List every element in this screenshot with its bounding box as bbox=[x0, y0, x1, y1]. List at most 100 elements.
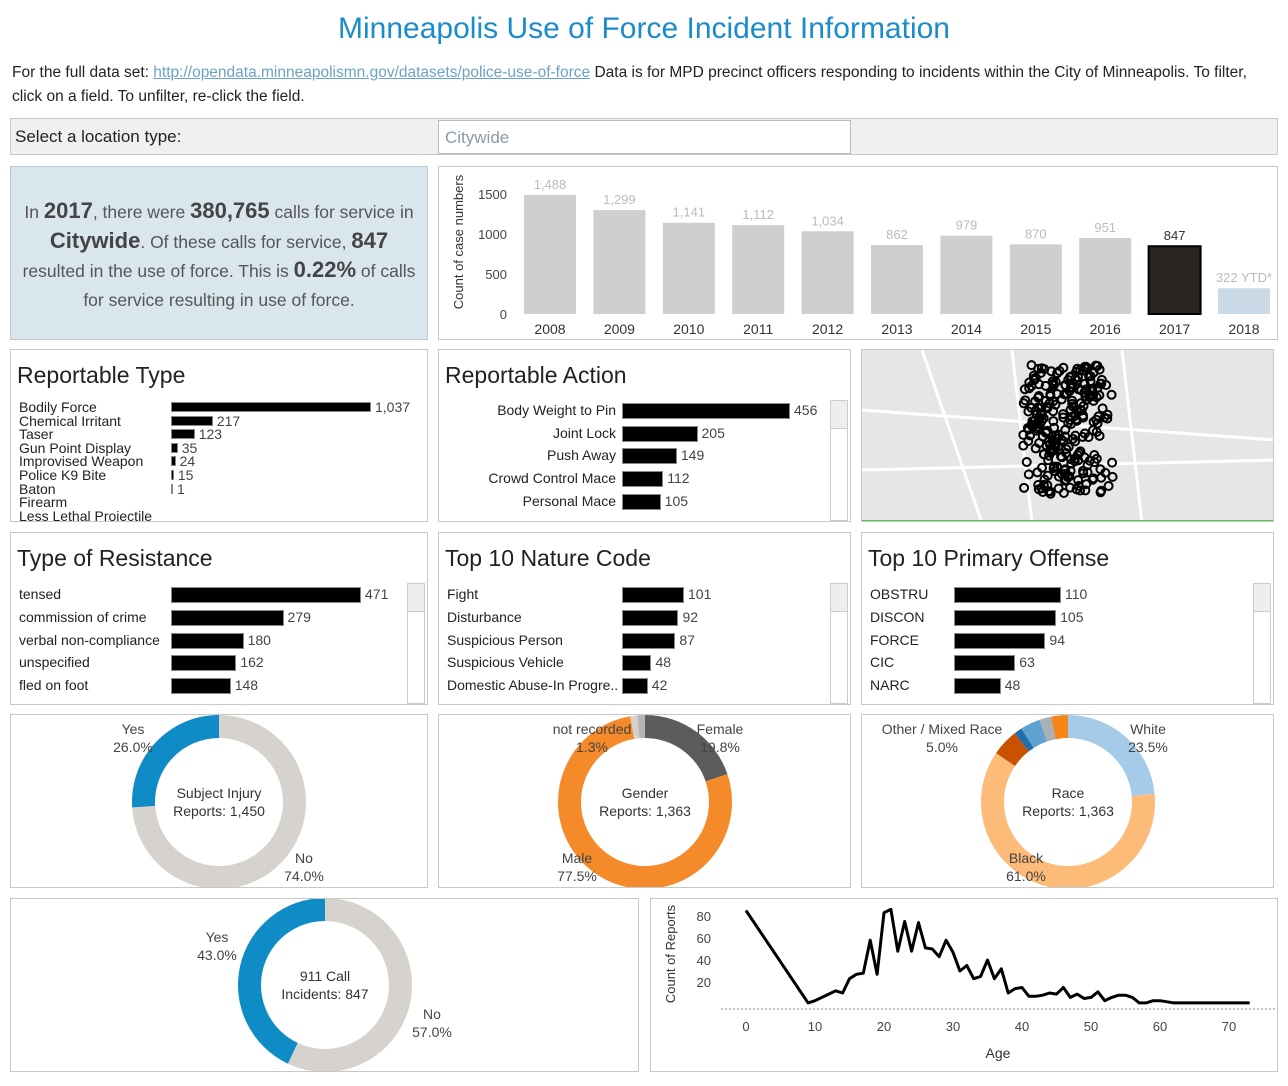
gender-donut[interactable]: Gender Reports: 1,363 not recorded 1.3% Fema… bbox=[439, 715, 851, 888]
bar-2018[interactable] bbox=[1218, 288, 1270, 314]
bar[interactable] bbox=[622, 609, 679, 626]
bar[interactable] bbox=[171, 429, 195, 440]
bar[interactable] bbox=[954, 632, 1046, 649]
incident-marker[interactable] bbox=[1075, 398, 1086, 409]
incident-marker[interactable] bbox=[1088, 367, 1099, 378]
bar-2010[interactable] bbox=[662, 222, 715, 314]
bar[interactable] bbox=[954, 609, 1057, 626]
bar-2014[interactable] bbox=[940, 235, 993, 314]
incident-marker[interactable] bbox=[1021, 457, 1032, 468]
incident-marker[interactable] bbox=[1073, 384, 1084, 395]
incident-marker[interactable] bbox=[1052, 368, 1063, 379]
slice-white[interactable] bbox=[1068, 715, 1155, 796]
scrollbar[interactable] bbox=[830, 583, 848, 704]
slice-not-recorded[interactable] bbox=[630, 715, 640, 739]
incident-marker[interactable] bbox=[1024, 383, 1035, 394]
scrollbar[interactable] bbox=[830, 400, 848, 521]
incident-marker[interactable] bbox=[1077, 365, 1088, 376]
bar[interactable] bbox=[171, 402, 371, 412]
category-label[interactable]: fled on foot bbox=[19, 677, 89, 694]
dataset-link[interactable]: http://opendata.minneapolismn.gov/datase… bbox=[153, 64, 591, 81]
incident-marker[interactable] bbox=[1070, 436, 1081, 447]
slice-black[interactable] bbox=[981, 753, 1155, 888]
bar-2011[interactable] bbox=[732, 225, 785, 314]
slice-yes[interactable] bbox=[237, 899, 325, 1064]
location-type-select[interactable]: Citywide bbox=[438, 120, 851, 154]
incident-marker[interactable] bbox=[1079, 428, 1090, 439]
incident-marker[interactable] bbox=[1067, 395, 1078, 406]
incident-marker[interactable] bbox=[1071, 414, 1082, 425]
incident-marker[interactable] bbox=[1107, 471, 1118, 482]
category-label[interactable]: DISCON bbox=[870, 608, 925, 625]
incident-marker[interactable] bbox=[1037, 487, 1048, 498]
scrollbar[interactable] bbox=[1253, 583, 1271, 704]
incident-marker[interactable] bbox=[1052, 389, 1063, 400]
incident-marker[interactable] bbox=[1081, 479, 1092, 490]
scrollbar-thumb[interactable] bbox=[831, 584, 847, 612]
slice-other[interactable] bbox=[1014, 728, 1034, 752]
bar[interactable] bbox=[622, 425, 698, 442]
slice-other[interactable] bbox=[1051, 715, 1068, 740]
incident-marker[interactable] bbox=[1060, 380, 1071, 391]
incident-marker[interactable] bbox=[1099, 412, 1110, 423]
incident-marker[interactable] bbox=[1061, 447, 1072, 458]
category-label[interactable]: Suspicious Vehicle bbox=[447, 654, 564, 671]
category-label[interactable]: CIC bbox=[870, 654, 895, 671]
category-label[interactable]: Chemical Irritant bbox=[19, 412, 121, 429]
incident-marker[interactable] bbox=[1075, 485, 1086, 496]
bar[interactable] bbox=[622, 678, 648, 695]
race-donut[interactable]: Race Reports: 1,363 Other / Mixed Race 5.0%… bbox=[862, 715, 1274, 888]
bar[interactable] bbox=[622, 655, 652, 672]
incident-marker[interactable] bbox=[1032, 467, 1043, 478]
incident-marker[interactable] bbox=[1080, 391, 1091, 402]
map-panel[interactable] bbox=[861, 349, 1274, 522]
bar-2012[interactable] bbox=[801, 231, 854, 314]
incident-marker[interactable] bbox=[1040, 427, 1051, 438]
incident-marker[interactable] bbox=[1050, 430, 1061, 441]
incident-marker[interactable] bbox=[1053, 483, 1064, 494]
bar[interactable] bbox=[171, 470, 174, 480]
bar[interactable] bbox=[171, 678, 231, 695]
incident-marker[interactable] bbox=[1049, 445, 1060, 456]
incident-marker[interactable] bbox=[1050, 399, 1061, 410]
incident-marker[interactable] bbox=[1095, 464, 1106, 475]
incident-marker[interactable] bbox=[1063, 417, 1074, 428]
slice-other[interactable] bbox=[1021, 719, 1048, 748]
category-label[interactable]: unspecified bbox=[19, 654, 90, 671]
category-label[interactable]: tensed bbox=[19, 586, 62, 602]
category-label[interactable]: Bodily Force bbox=[19, 399, 97, 415]
scrollbar[interactable] bbox=[407, 583, 425, 704]
subject-injury-donut[interactable]: Subject Injury Reports: 1,450 Yes 26.0% No 74… bbox=[11, 715, 428, 888]
incident-marker[interactable] bbox=[1023, 469, 1034, 480]
incident-marker[interactable] bbox=[1091, 392, 1102, 403]
incident-marker[interactable] bbox=[1060, 474, 1071, 485]
category-label[interactable]: Baton bbox=[19, 480, 56, 497]
bar[interactable] bbox=[171, 609, 284, 626]
bar[interactable] bbox=[171, 587, 361, 603]
incident-marker[interactable] bbox=[1070, 430, 1081, 441]
incident-marker[interactable] bbox=[1082, 467, 1093, 478]
category-label[interactable]: Police K9 Bite bbox=[19, 467, 107, 483]
bar[interactable] bbox=[171, 655, 237, 672]
incident-marker[interactable] bbox=[1092, 382, 1103, 393]
scrollbar-thumb[interactable] bbox=[1254, 584, 1270, 612]
bar[interactable] bbox=[171, 632, 244, 649]
category-label[interactable]: OBSTRU bbox=[870, 586, 929, 602]
bar[interactable] bbox=[622, 632, 676, 649]
incident-marker[interactable] bbox=[1054, 366, 1065, 377]
incident-marker[interactable] bbox=[1078, 468, 1089, 479]
slice-yes[interactable] bbox=[132, 715, 219, 808]
category-label[interactable]: verbal non-compliance bbox=[19, 631, 160, 648]
category-label[interactable]: Push Away bbox=[546, 447, 616, 464]
incident-marker[interactable] bbox=[1106, 389, 1117, 400]
category-label[interactable]: Fight bbox=[447, 586, 479, 602]
scrollbar-thumb[interactable] bbox=[831, 401, 847, 429]
incident-marker[interactable] bbox=[1035, 408, 1046, 419]
category-label[interactable]: Personal Mace bbox=[522, 492, 616, 509]
incident-marker[interactable] bbox=[1079, 452, 1090, 463]
incident-marker[interactable] bbox=[1020, 395, 1031, 406]
category-label[interactable]: Suspicious Person bbox=[447, 631, 563, 648]
category-label[interactable]: Improvised Weapon bbox=[19, 453, 144, 470]
category-label[interactable]: Body Weight to Pin bbox=[497, 402, 616, 418]
incident-marker[interactable] bbox=[1048, 378, 1059, 389]
